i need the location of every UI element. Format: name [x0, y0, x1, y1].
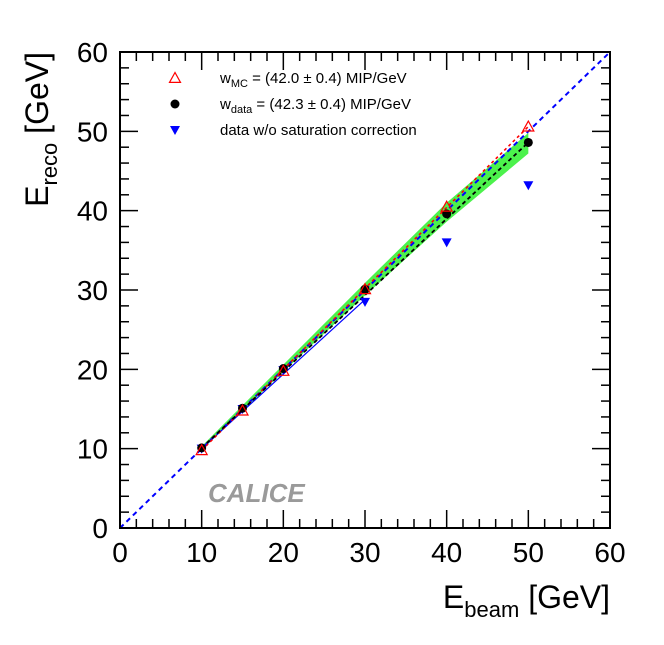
- x-axis-title: Ebeam [GeV]: [443, 579, 610, 622]
- series-0-point: [235, 403, 250, 416]
- data-dashed-line: [201, 141, 529, 449]
- x-tick-label: 50: [513, 537, 544, 568]
- x-tick-label: 30: [349, 537, 380, 568]
- x-tick-label: 60: [594, 537, 625, 568]
- series-2-point: [523, 181, 534, 191]
- calice-watermark: CALICE: [208, 478, 305, 508]
- series-0-point: [195, 443, 209, 456]
- axis-ticks: [119, 51, 611, 529]
- tick-labels: 0 10 20 30 40 50 60 0 10 20 30 40 50 60: [77, 37, 626, 568]
- series-1-point: [523, 137, 533, 147]
- legend-label: wMC = (42.0 ± 0.4) MIP/GeV: [219, 70, 407, 90]
- series-1-point: [197, 443, 207, 453]
- series-2-point: [441, 238, 452, 248]
- y-tick-label: 20: [77, 354, 108, 385]
- series-1-point: [278, 364, 288, 374]
- x-tick-label: 0: [112, 537, 128, 568]
- x-tick-label: 40: [431, 537, 462, 568]
- series-2-point: [360, 297, 370, 307]
- legend-marker-uncorrected: [170, 126, 180, 135]
- series-0-point: [358, 282, 372, 295]
- y-tick-label: 40: [77, 196, 108, 227]
- y-tick-label: 30: [77, 275, 108, 306]
- y-tick-label: 0: [92, 513, 108, 544]
- y-axis-title: Ereco [GeV]: [19, 52, 62, 207]
- legend-label: data w/o saturation correction: [220, 122, 417, 139]
- legend-marker-data: [170, 99, 180, 109]
- series-0-point: [276, 364, 290, 376]
- y-tick-label: 10: [77, 434, 108, 465]
- y-tick-label: 50: [77, 116, 108, 147]
- axis-titles: Ebeam [GeV] Ereco [GeV]: [19, 52, 610, 622]
- series-1-point: [238, 403, 247, 413]
- marker-layer: [195, 119, 535, 456]
- x-tick-label: 20: [268, 537, 299, 568]
- series-0-point: [440, 199, 454, 212]
- legend-marker-mc: [168, 71, 182, 84]
- legend-label: wdata = (42.3 ± 0.4) MIP/GeV: [219, 96, 411, 116]
- series-0-point: [521, 119, 535, 132]
- x-tick-label: 10: [186, 537, 217, 568]
- y-tick-label: 60: [77, 37, 108, 68]
- legend: wMC = (42.0 ± 0.4) MIP/GeV wdata = (42.3 …: [168, 70, 417, 139]
